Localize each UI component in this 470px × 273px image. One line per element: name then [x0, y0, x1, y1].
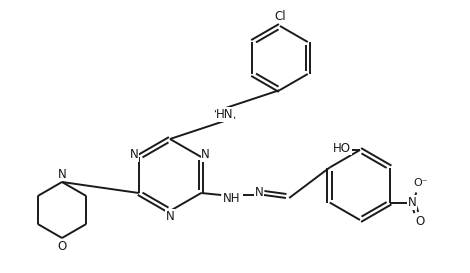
Text: O: O: [415, 215, 425, 228]
Text: N: N: [165, 209, 174, 222]
Text: Cl: Cl: [274, 10, 286, 22]
Text: N: N: [201, 148, 210, 161]
Text: HO: HO: [333, 141, 351, 155]
Text: NH: NH: [222, 191, 240, 204]
Text: HN: HN: [216, 108, 234, 121]
Text: O⁻: O⁻: [413, 179, 428, 188]
Text: N: N: [130, 148, 139, 161]
Text: O: O: [57, 239, 67, 253]
Text: N: N: [58, 168, 66, 180]
Text: N: N: [255, 186, 264, 200]
Text: N: N: [408, 196, 417, 209]
